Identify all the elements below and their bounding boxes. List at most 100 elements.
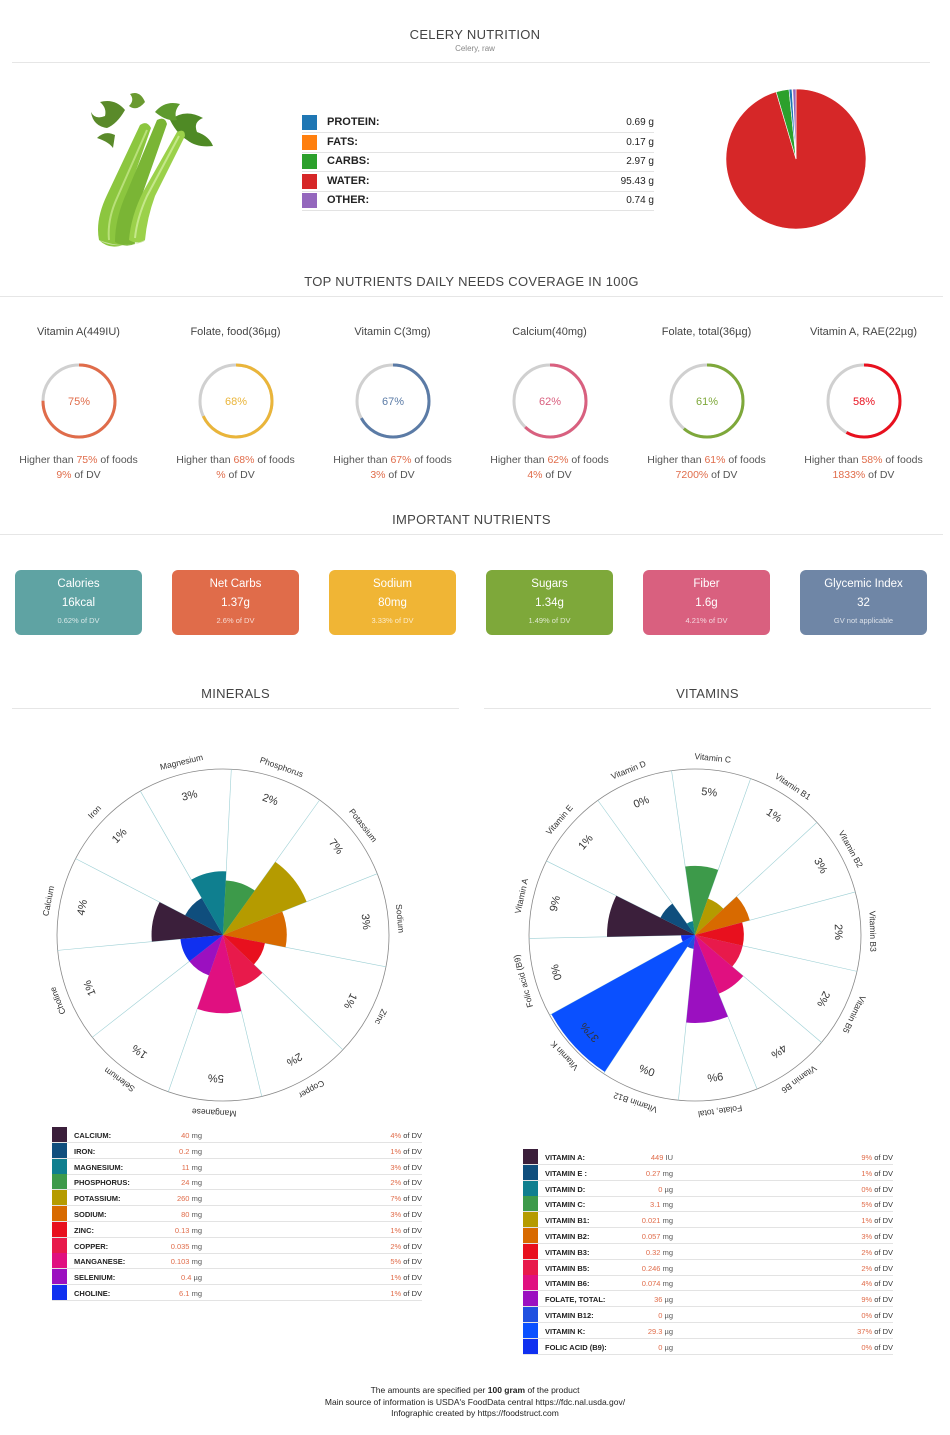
dv-suffix: of DV [401, 1178, 422, 1188]
polar-bar-calcium [151, 902, 223, 942]
coverage-higher: Higher than 75% of foods [19, 454, 138, 466]
nutrient-dv: 2% of DV [861, 1247, 893, 1257]
nutrient-row: VITAMIN K: 29.3 µg 37% of DV [523, 1322, 893, 1339]
coverage-dv: 9% of DV [56, 469, 101, 481]
nutrient-dv: 3% of DV [390, 1162, 422, 1172]
nutrient-row: ZINC: 0.13 mg 1% of DV [52, 1221, 422, 1238]
dv-suffix: of DV [872, 1342, 893, 1352]
dv-suffix: of DV [872, 1295, 893, 1305]
coverage-dv: 1833% of DV [832, 469, 895, 481]
dv-suffix: of DV [401, 1131, 422, 1140]
macro-row: CARBS: 2.97 g [302, 153, 654, 172]
color-swatch [302, 115, 317, 130]
color-swatch [52, 1158, 67, 1174]
polar-percent-label: 0% [637, 1061, 656, 1078]
nutrient-amount: 0.021 mg [641, 1216, 673, 1226]
polar-percent-label: 1% [82, 978, 99, 997]
ring-progress [669, 363, 744, 439]
nutrient-row: VITAMIN B12: 0 µg 0% of DV [523, 1307, 893, 1323]
coverage-item: Folate, total(36µg) 61% Higher than 61% of… [628, 326, 785, 481]
dv-suffix: of DV [872, 1153, 893, 1162]
color-swatch [302, 154, 317, 169]
nutrient-dv: 1% of DV [861, 1216, 893, 1226]
nutrient-dv: 0% of DV [861, 1342, 893, 1352]
nutrient-row: VITAMIN B1: 0.021 mg 1% of DV [523, 1212, 893, 1229]
ring-progress [826, 363, 901, 439]
unit: mg [660, 1279, 673, 1289]
nutrient-card: Glycemic Index 32 GV not applicable [800, 570, 927, 635]
nutrient-card: Calories 16kcal 0.62% of DV [15, 570, 142, 635]
polar-spoke [222, 934, 344, 1051]
footer-line-2: Main source of information is USDA's Foo… [324, 1396, 626, 1407]
polar-spoke [75, 858, 224, 936]
polar-bar-vitamin-b2 [695, 896, 750, 935]
nutrient-name: MANGANESE: [74, 1257, 126, 1267]
polar-category-label: Zinc [373, 1008, 390, 1028]
nutrient-amount: 0.32 mg [645, 1247, 673, 1257]
minerals-title: MINERALS [201, 686, 270, 701]
color-swatch [523, 1338, 538, 1354]
macro-label: PROTEIN: [327, 116, 380, 128]
nutrient-card: Fiber 1.6g 4.21% of DV [643, 570, 770, 635]
macro-row: FATS: 0.17 g [302, 134, 654, 153]
polar-bar-vitamin-b6 [695, 935, 744, 994]
nutrient-amount: 11 mg [181, 1162, 202, 1172]
color-swatch [523, 1275, 538, 1291]
nutrient-row: SELENIUM: 0.4 µg 1% of DV [52, 1269, 422, 1286]
dv-value: 1833% [832, 469, 866, 481]
unit: µg [662, 1342, 674, 1352]
unit: µg [662, 1311, 674, 1320]
divider [484, 708, 931, 709]
polar-bar-vitamin-e [660, 903, 695, 935]
unit: mg [189, 1241, 202, 1251]
nutrient-row: COPPER: 0.035 mg 2% of DV [52, 1237, 422, 1254]
polar-category-label: Magnesium [159, 752, 204, 772]
unit: mg [660, 1263, 673, 1273]
coverage-ring: 62% [512, 363, 587, 439]
color-swatch [302, 173, 317, 189]
nutrient-name: VITAMIN B2: [545, 1232, 590, 1241]
unit: mg [660, 1247, 673, 1257]
nutrient-row: FOLIC ACID (B9): 0 µg 0% of DV [523, 1338, 893, 1355]
nutrient-name: VITAMIN B3: [545, 1247, 590, 1257]
nutrient-row: POTASSIUM: 260 mg 7% of DV [52, 1190, 422, 1207]
dv-suffix: of DV [872, 1311, 893, 1320]
divider [0, 534, 943, 535]
macro-value: 95.43 g [620, 175, 654, 187]
polar-bar-vitamin-d [686, 921, 695, 935]
polar-bar-vitamin-c [685, 865, 719, 935]
nutrient-name: VITAMIN B12: [545, 1311, 594, 1320]
nutrient-name: VITAMIN B5: [545, 1263, 590, 1273]
polar-spoke [678, 934, 696, 1101]
polar-bar-copper [223, 935, 263, 989]
polar-bar-vitamin-b3 [695, 922, 744, 946]
nutrient-dv: 5% of DV [390, 1257, 422, 1267]
dv-suffix: of DV [401, 1162, 422, 1172]
unit: mg [189, 1131, 202, 1140]
coverage-ring: 67% [355, 363, 430, 439]
polar-spoke [529, 934, 696, 939]
nutrient-name: VITAMIN B1: [545, 1216, 590, 1226]
color-swatch [302, 193, 317, 208]
nutrient-name: VITAMIN K: [545, 1326, 586, 1336]
ring-percent: 58% [852, 396, 874, 408]
macro-value: 0.74 g [626, 195, 654, 206]
vitamins-title: VITAMINS [676, 686, 739, 701]
polar-bar-vitamin-b12 [687, 935, 695, 949]
ring-progress [198, 363, 273, 439]
polar-spoke [694, 934, 822, 1043]
nutrient-dv: 4% of DV [861, 1279, 893, 1289]
card-value: 1.34g [535, 597, 564, 609]
card-dv: GV not applicable [833, 616, 894, 625]
nutrient-name: VITAMIN C: [545, 1200, 586, 1210]
nutrient-amount: 3.1 mg [650, 1200, 673, 1210]
dv-suffix: of DV [872, 1184, 893, 1194]
unit: µg [662, 1295, 674, 1305]
nutrient-name: CALCIUM: [74, 1131, 112, 1140]
polar-bar-potassium [223, 861, 307, 935]
nutrient-dv: 9% of DV [861, 1153, 893, 1162]
nutrient-amount: 0.074 mg [641, 1279, 673, 1289]
dv-suffix: of DV [872, 1216, 893, 1226]
polar-percent-label: 9% [548, 894, 563, 912]
nutrient-row: VITAMIN E : 0.27 mg 1% of DV [523, 1164, 893, 1181]
